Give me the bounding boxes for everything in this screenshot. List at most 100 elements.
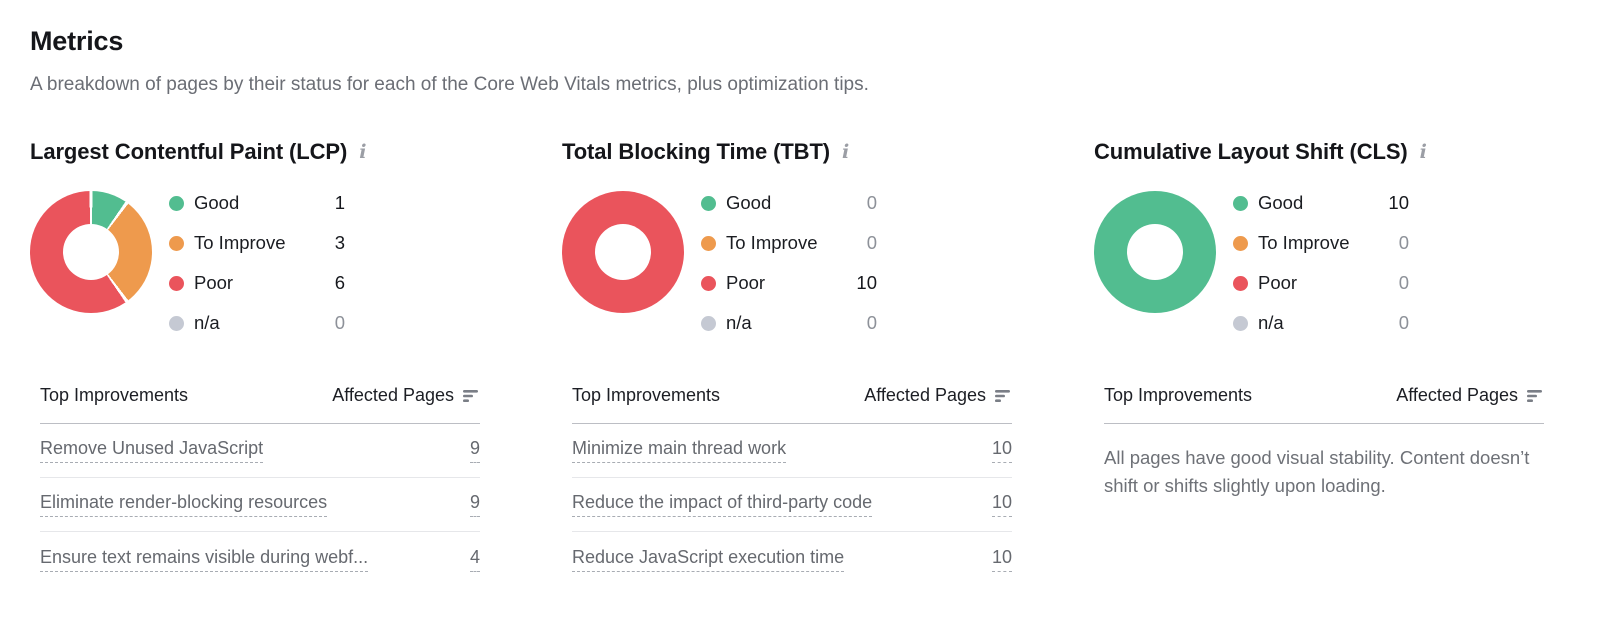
page-title: Metrics (30, 26, 124, 56)
legend-row-poor: Poor 6 (169, 270, 345, 296)
to-improve-dot-icon (701, 235, 716, 251)
legend-label: Good (1258, 192, 1304, 213)
lcp-chart-row: Good 1 To Improve 3 Poor 6 (30, 189, 480, 349)
vitals-panels: Largest Contentful Paint (LCP) i Good 1 … (30, 139, 1570, 586)
info-icon[interactable]: i (359, 141, 367, 163)
affected-pages-header: Affected Pages (1396, 385, 1544, 406)
lcp-legend: Good 1 To Improve 3 Poor 6 (169, 189, 345, 336)
affected-pages-count[interactable]: 9 (469, 438, 480, 463)
legend-label: To Improve (194, 232, 286, 253)
top-improvements-header: Top Improvements (572, 385, 721, 405)
legend-label: Poor (726, 272, 766, 293)
legend-value: 0 (866, 232, 877, 253)
improvement-link[interactable]: Minimize main thread work (572, 438, 787, 463)
affected-pages-count[interactable]: 10 (991, 492, 1012, 517)
sort-descending-icon[interactable] (995, 389, 1012, 403)
panel-title-text: Largest Contentful Paint (LCP) (30, 139, 348, 164)
cls-improvements-table: Top Improvements Affected Pages All page… (1104, 385, 1544, 500)
table-row: Ensure text remains visible during webf.… (40, 532, 480, 586)
legend-row-poor: Poor 0 (1233, 270, 1409, 296)
legend-value: 10 (1388, 192, 1409, 213)
legend-label: Good (726, 192, 772, 213)
legend-label: To Improve (726, 232, 818, 253)
panel-tbt: Total Blocking Time (TBT) i Good 0 To Im… (562, 139, 1012, 586)
legend-value: 10 (856, 272, 877, 293)
table-row: Reduce the impact of third-party code 10 (572, 478, 1012, 532)
table-row: Remove Unused JavaScript 9 (40, 424, 480, 478)
improvement-link[interactable]: Reduce the impact of third-party code (572, 492, 873, 517)
tbt-legend: Good 0 To Improve 0 Poor 10 (701, 189, 877, 336)
affected-pages-header: Affected Pages (864, 385, 1012, 406)
affected-pages-label: Affected Pages (332, 385, 454, 405)
legend-row-good: Good 10 (1233, 190, 1409, 216)
improvement-link[interactable]: Eliminate render-blocking resources (40, 492, 328, 517)
table-header: Top Improvements Affected Pages (40, 385, 480, 424)
tbt-chart-row: Good 0 To Improve 0 Poor 10 (562, 189, 1012, 349)
legend-row-good: Good 0 (701, 190, 877, 216)
sort-descending-icon[interactable] (463, 389, 480, 403)
lcp-improvements-table: Top Improvements Affected Pages Remove U… (40, 385, 480, 586)
improvement-link[interactable]: Remove Unused JavaScript (40, 438, 264, 463)
table-row: Minimize main thread work 10 (572, 424, 1012, 478)
legend-value: 1 (334, 192, 345, 213)
improvement-link[interactable]: Reduce JavaScript execution time (572, 547, 845, 572)
table-row: Eliminate render-blocking resources 9 (40, 478, 480, 532)
panel-lcp: Largest Contentful Paint (LCP) i Good 1 … (30, 139, 480, 586)
page-subtitle: A breakdown of pages by their status for… (30, 74, 869, 95)
legend-value: 0 (866, 192, 877, 213)
good-dot-icon (1233, 195, 1248, 211)
donut-hole (595, 224, 651, 280)
legend-label: n/a (1258, 312, 1284, 333)
panel-title-text: Total Blocking Time (TBT) (562, 139, 831, 164)
na-dot-icon (169, 315, 184, 331)
poor-dot-icon (169, 275, 184, 291)
legend-label: To Improve (1258, 232, 1350, 253)
poor-dot-icon (701, 275, 716, 291)
legend-row-good: Good 1 (169, 190, 345, 216)
panel-lcp-title: Largest Contentful Paint (LCP) i (30, 139, 480, 165)
cls-donut-chart (1094, 191, 1216, 313)
affected-pages-count[interactable]: 10 (991, 547, 1012, 572)
na-dot-icon (701, 315, 716, 331)
legend-label: n/a (194, 312, 220, 333)
table-header: Top Improvements Affected Pages (572, 385, 1012, 424)
na-dot-icon (1233, 315, 1248, 331)
poor-dot-icon (1233, 275, 1248, 291)
top-improvements-header: Top Improvements (40, 385, 189, 405)
affected-pages-count[interactable]: 10 (991, 438, 1012, 463)
legend-value: 6 (334, 272, 345, 293)
legend-value: 0 (334, 312, 345, 333)
improvement-link[interactable]: Ensure text remains visible during webf.… (40, 547, 369, 572)
legend-value: 3 (334, 232, 345, 253)
donut-hole (1127, 224, 1183, 280)
metrics-section: Metrics A breakdown of pages by their st… (30, 26, 1570, 586)
legend-value: 0 (1398, 312, 1409, 333)
to-improve-dot-icon (169, 235, 184, 251)
affected-pages-label: Affected Pages (864, 385, 986, 405)
table-row: Reduce JavaScript execution time 10 (572, 532, 1012, 586)
legend-value: 0 (1398, 272, 1409, 293)
legend-label: Poor (1258, 272, 1298, 293)
legend-value: 0 (866, 312, 877, 333)
info-icon[interactable]: i (842, 141, 850, 163)
top-improvements-header: Top Improvements (1104, 385, 1253, 405)
legend-row-na: n/a 0 (701, 310, 877, 336)
affected-pages-count[interactable]: 4 (469, 547, 480, 572)
info-icon[interactable]: i (1419, 141, 1427, 163)
tbt-improvements-table: Top Improvements Affected Pages Minimize… (572, 385, 1012, 586)
lcp-donut-chart (30, 191, 152, 313)
to-improve-dot-icon (1233, 235, 1248, 251)
affected-pages-header: Affected Pages (332, 385, 480, 406)
legend-value: 0 (1398, 232, 1409, 253)
affected-pages-count[interactable]: 9 (469, 492, 480, 517)
legend-row-poor: Poor 10 (701, 270, 877, 296)
tbt-donut-chart (562, 191, 684, 313)
panel-cls: Cumulative Layout Shift (CLS) i Good 10 … (1094, 139, 1544, 586)
sort-descending-icon[interactable] (1527, 389, 1544, 403)
good-dot-icon (169, 195, 184, 211)
cls-status-note: All pages have good visual stability. Co… (1104, 447, 1530, 496)
table-header: Top Improvements Affected Pages (1104, 385, 1544, 424)
legend-row-na: n/a 0 (169, 310, 345, 336)
affected-pages-label: Affected Pages (1396, 385, 1518, 405)
legend-label: Good (194, 192, 240, 213)
